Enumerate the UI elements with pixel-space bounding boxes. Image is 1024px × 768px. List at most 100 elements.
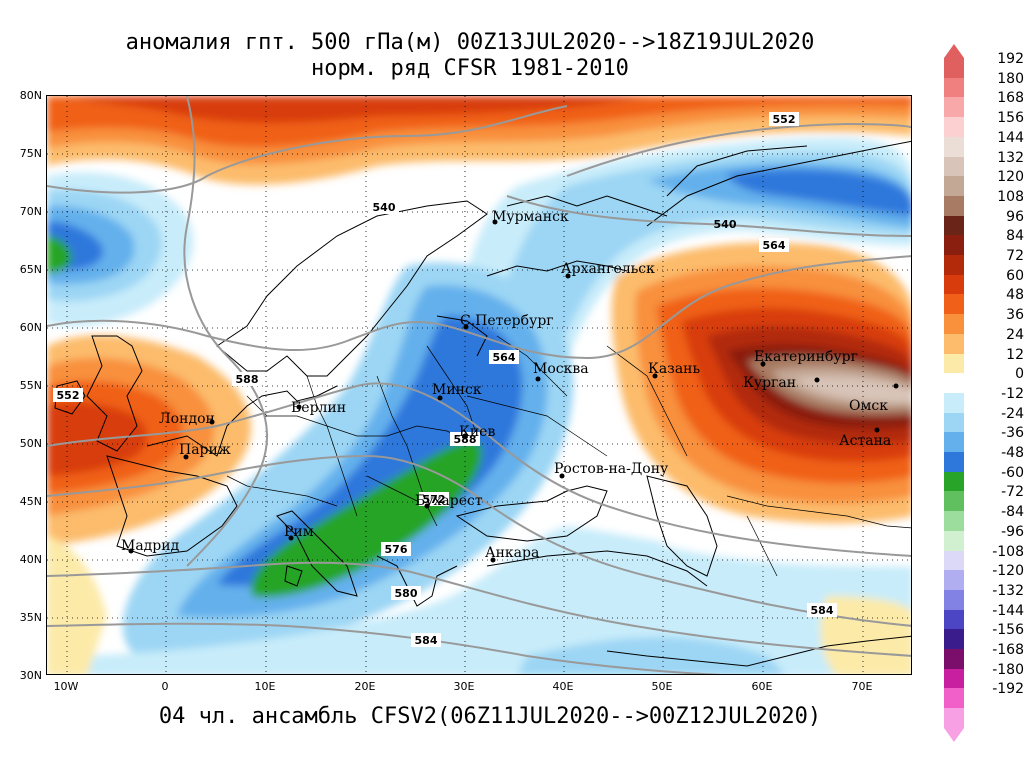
legend-label: 132 — [997, 149, 1024, 166]
legend-swatch — [944, 176, 964, 197]
contour-label-572: 572 — [423, 493, 446, 506]
contour-label-552-north: 552 — [773, 113, 796, 126]
contour-label-588-central: 588 — [454, 433, 477, 446]
lon-label-20e: 20E — [354, 680, 376, 693]
contour-label-540: 540 — [373, 201, 396, 214]
city-dot-rome — [288, 535, 294, 541]
legend-swatch — [944, 58, 964, 78]
city-label-astana: Астана — [839, 433, 891, 449]
lat-label-55n: 55N — [19, 379, 42, 392]
legend-swatch — [944, 117, 964, 138]
legend-label: -84 — [1001, 504, 1024, 521]
city-label-bucharest: Бухарест — [415, 493, 483, 509]
lat-label-65n: 65N — [19, 263, 42, 276]
legend-label: 0 — [1015, 366, 1024, 383]
city-dot-london — [209, 419, 215, 425]
legend-swatch — [944, 452, 964, 472]
legend-swatch — [944, 77, 964, 98]
city-label-rome: Рим — [284, 524, 314, 540]
city-label-minsk: Минск — [432, 382, 482, 398]
legend-swatch — [944, 333, 964, 354]
legend-label: -48 — [1001, 445, 1024, 461]
city-label-berlin: Берлин — [291, 400, 346, 416]
legend-arrow-bottom — [944, 727, 964, 742]
legend-swatch — [944, 668, 964, 689]
city-label-murmansk: Мурманск — [492, 209, 569, 225]
legend-swatch — [944, 235, 964, 256]
lon-label-0: 0 — [161, 680, 169, 693]
legend-swatch — [944, 609, 964, 630]
legend-label: -168 — [992, 642, 1024, 658]
lat-label-40n: 40N — [19, 553, 42, 566]
geopotential-contours — [47, 96, 911, 674]
lat-label-75n: 75N — [19, 147, 42, 160]
legend-swatch — [944, 156, 964, 177]
legend-swatch — [944, 136, 964, 157]
city-label-madrid: Мадрид — [121, 538, 180, 554]
city-dot-yekaterinburg — [760, 361, 766, 367]
color-legend: 192 180 168 156 144 132 120 108 96 84 72 60 48 36 24 12… — [938, 44, 1024, 742]
legend-label: -156 — [992, 622, 1024, 639]
legend-label: -24 — [1001, 405, 1024, 422]
legend-swatch — [944, 255, 964, 275]
anomaly-field — [47, 96, 911, 674]
legend-swatch — [944, 195, 964, 216]
contour-label-584-east: 584 — [811, 604, 834, 617]
lat-label-35n: 35N — [19, 611, 42, 624]
lon-label-60e: 60E — [751, 680, 773, 693]
contour-label-540-east: 540 — [714, 218, 737, 231]
city-dot-kurgan — [814, 377, 820, 383]
lat-label-80n: 80N — [19, 89, 42, 102]
legend-label: 24 — [1006, 326, 1024, 343]
lat-label-70n: 70N — [19, 205, 42, 218]
legend-swatch — [944, 215, 964, 236]
city-dot-ankara — [490, 557, 496, 563]
legend-label: 72 — [1006, 248, 1024, 264]
lat-label-45n: 45N — [19, 495, 42, 508]
legend-swatch — [944, 629, 964, 650]
legend-swatch — [944, 353, 964, 374]
city-dot-arkhangelsk — [565, 273, 571, 279]
contour-label-564-central: 564 — [493, 351, 516, 364]
legend-swatch — [944, 432, 964, 453]
contour-label-564-east: 564 — [763, 239, 786, 252]
legend-swatch — [944, 589, 964, 610]
lon-label-50e: 50E — [651, 680, 673, 693]
contour-label-584-south: 584 — [415, 634, 438, 647]
city-dot-bucharest — [424, 503, 430, 509]
contour-label-576: 576 — [385, 543, 408, 556]
legend-label: 180 — [997, 70, 1024, 87]
legend-swatch — [944, 314, 964, 335]
legend-swatch — [944, 530, 964, 551]
map-area: 552 552 540 540 564 564 588 588 572 576 — [46, 95, 912, 675]
city-dot-astana — [874, 427, 880, 433]
city-dot-minsk — [437, 395, 443, 401]
legend-swatch — [944, 471, 964, 492]
legend-label: -60 — [1001, 464, 1024, 481]
city-dot-rostov — [559, 473, 565, 479]
city-label-ankara: Анкара — [485, 545, 539, 561]
contour-label-552-west: 552 — [57, 389, 80, 402]
legend-label: 192 — [997, 51, 1024, 67]
lon-label-30e: 30E — [453, 680, 475, 693]
city-label-kazan: Казань — [648, 361, 700, 377]
city-dot-stpetersburg — [463, 324, 469, 330]
lon-label-10w: 10W — [53, 680, 79, 693]
lat-label-50n: 50N — [19, 437, 42, 450]
legend-swatch — [944, 373, 964, 394]
legend-label: 108 — [997, 188, 1024, 205]
legend-arrow-top — [944, 44, 964, 58]
city-dot-berlin — [296, 404, 302, 410]
coastlines — [54, 140, 911, 667]
city-dot-kazan — [652, 373, 658, 379]
contour-label-588-west: 588 — [236, 373, 259, 386]
legend-label: 48 — [1006, 287, 1024, 304]
city-dot-paris — [183, 454, 189, 460]
legend-swatch — [944, 97, 964, 118]
legend-swatch — [944, 491, 964, 512]
city-label-arkhangelsk: Архангельск — [561, 261, 655, 277]
city-label-yekaterinburg: Екатеринбург — [754, 349, 858, 365]
city-label-omsk: Омск — [849, 398, 888, 414]
legend-swatch — [944, 412, 964, 433]
